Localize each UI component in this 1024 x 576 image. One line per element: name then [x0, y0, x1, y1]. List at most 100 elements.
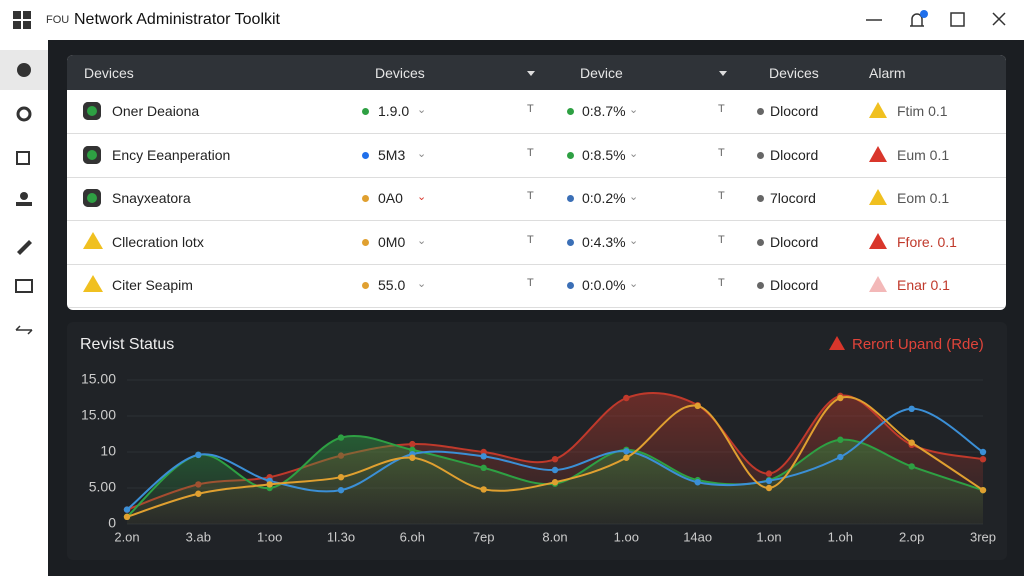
title-bar: FOU Network Administrator Toolkit — [0, 0, 1024, 40]
dot — [757, 108, 764, 115]
data-point — [623, 454, 630, 461]
data-point — [908, 463, 915, 470]
y-tick-label: 5.00 — [89, 479, 116, 495]
chevron: ⌄ — [417, 147, 427, 160]
dot — [757, 238, 764, 246]
data-point — [337, 474, 345, 481]
column-header: Devices — [375, 65, 425, 81]
data-point — [337, 434, 345, 441]
data-point — [694, 479, 701, 486]
data-point — [266, 481, 273, 488]
column-header: Device — [580, 65, 623, 81]
table-cell: Dlocord — [770, 233, 819, 250]
table-cell: 0A0 — [378, 190, 403, 207]
dot — [757, 151, 764, 159]
table-cell: 1.9.0 — [378, 103, 410, 119]
alarm-icon — [869, 276, 887, 293]
column-header: Devices — [84, 65, 134, 81]
app-icon — [13, 11, 31, 29]
table-cell: T — [527, 277, 534, 290]
dot — [757, 282, 764, 290]
x-tick-label: 1l.3o — [327, 529, 355, 544]
chart-annotation: Rerort Upand (Rde) — [852, 336, 984, 353]
app-title: Network Administrator Toolkit — [74, 11, 280, 28]
data-point — [694, 402, 701, 410]
data-point — [480, 464, 487, 472]
y-tick-label: 15.00 — [81, 371, 116, 387]
data-point — [908, 439, 915, 446]
chart-title: Revist Status — [80, 336, 174, 353]
x-tick-label: 8.on — [542, 529, 567, 544]
table-cell: Ency Eeanperation — [112, 146, 231, 163]
table-cell: Ffore. 0.1 — [897, 233, 957, 250]
y-tick-label: 10 — [100, 443, 116, 459]
table-cell: Cllecration lotx — [112, 233, 204, 250]
chevron: ⌄ — [629, 104, 639, 116]
alarm-icon — [869, 102, 887, 118]
data-point — [195, 451, 202, 459]
data-point — [409, 440, 416, 448]
data-point — [765, 484, 773, 492]
table-row: ⌄ ⌄ Oner Deaiona 1.9.0 T 0:8.7% T Dlocord Ftim 0… — [67, 90, 1006, 134]
x-tick-label: 1:oo — [257, 529, 282, 544]
table-cell: T — [718, 277, 725, 290]
data-point — [765, 477, 773, 484]
data-point — [979, 456, 987, 463]
data-point — [837, 394, 844, 402]
data-point — [123, 513, 131, 520]
dot — [362, 108, 369, 115]
x-tick-label: 1.oh — [828, 529, 853, 544]
chevron: ⌄ — [629, 234, 639, 247]
data-point — [195, 490, 202, 497]
dot — [567, 108, 574, 115]
dot — [757, 195, 764, 203]
chevron: ⌄ — [417, 191, 427, 204]
table-cell: 55.0 — [378, 277, 406, 294]
data-point — [123, 506, 131, 513]
x-tick-label: 1.oo — [614, 529, 639, 544]
x-tick-label: 3.ab — [186, 529, 211, 544]
alarm-icon — [869, 145, 887, 162]
table-cell: 5M3 — [378, 146, 406, 163]
table-cell: T — [527, 103, 534, 115]
chevron: ⌄ — [629, 191, 639, 204]
x-tick-label: 1.on — [756, 529, 781, 544]
table-cell: Enar 0.1 — [897, 277, 950, 294]
table-cell: Snayxeatora — [112, 190, 191, 207]
data-point — [837, 453, 844, 461]
nav-icons[interactable] — [0, 40, 48, 360]
series-area — [127, 435, 983, 524]
table-cell: 0:8.5% — [582, 146, 626, 163]
table-cell: 0:8.7% — [582, 103, 626, 119]
status-ok — [83, 102, 101, 120]
data-point — [409, 454, 416, 461]
table-cell: Eom 0.1 — [897, 190, 950, 207]
data-point — [837, 436, 844, 443]
table-cell: Citer Seapim — [112, 277, 193, 294]
table-row: ⌄ ⌄ Ency Eeanperation 5M3 T 0:8.5% T Dlocord Eum… — [67, 134, 1006, 178]
device-table: Devices Devices Device Devices Alarm ⌄ ⌄ Oner … — [67, 55, 1006, 310]
table-header: Devices Devices Device Devices Alarm — [67, 55, 1006, 90]
chevron: ⌄ — [417, 234, 427, 247]
x-tick-label: 14ao — [683, 529, 712, 544]
table-cell: Eum 0.1 — [897, 146, 950, 163]
status-warn — [83, 231, 103, 249]
data-point — [623, 394, 630, 402]
chevron: ⌄ — [629, 278, 639, 291]
y-tick-label: 15.00 — [81, 407, 116, 423]
app-badge: FOU — [46, 14, 70, 26]
table-cell: T — [527, 233, 534, 246]
window-controls[interactable] — [860, 8, 1020, 32]
data-point — [551, 479, 559, 486]
alarm-icon — [869, 189, 887, 206]
dot — [362, 282, 369, 290]
table-cell: 0:0.0% — [582, 277, 626, 294]
table-row: ⌄ ⌄ Snayxeatora 0A0 T 0:0.2% T 7locord Eom 0.1 — [67, 177, 1006, 222]
table-cell: T — [718, 146, 725, 159]
status-ok — [83, 189, 101, 208]
column-header: Alarm — [869, 65, 906, 81]
data-point — [551, 456, 559, 463]
dot — [362, 238, 369, 246]
